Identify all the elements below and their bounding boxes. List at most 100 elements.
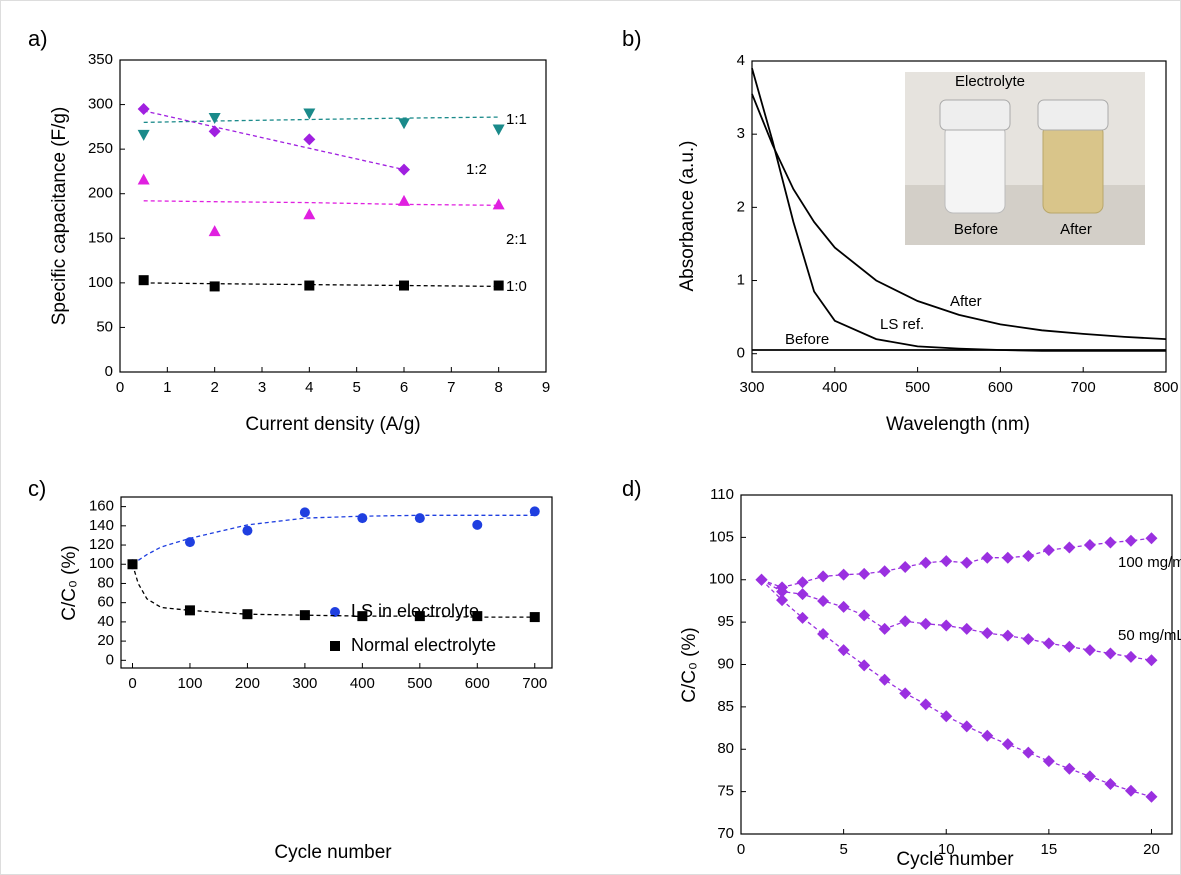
inset-label: Before bbox=[954, 221, 998, 238]
marker bbox=[1083, 644, 1096, 657]
x-tick-label: 5 bbox=[352, 379, 360, 396]
marker bbox=[242, 609, 253, 620]
series-label: 1:1 bbox=[506, 111, 527, 128]
marker bbox=[299, 610, 310, 621]
marker bbox=[184, 537, 195, 548]
y-tick-label: 160 bbox=[89, 498, 114, 515]
marker bbox=[776, 585, 789, 598]
x-tick-label: 400 bbox=[350, 675, 375, 692]
marker bbox=[1083, 539, 1096, 552]
marker bbox=[858, 567, 871, 580]
marker bbox=[303, 133, 316, 146]
marker bbox=[919, 698, 932, 711]
marker bbox=[1042, 755, 1055, 768]
y-axis-label: C/C₀ (%) bbox=[59, 545, 80, 620]
marker bbox=[817, 594, 830, 607]
y-tick-label: 100 bbox=[89, 555, 114, 572]
marker bbox=[357, 513, 368, 524]
marker bbox=[399, 280, 409, 291]
marker bbox=[837, 600, 850, 613]
marker bbox=[878, 673, 891, 686]
plot-frame bbox=[119, 59, 547, 373]
vial-before bbox=[944, 124, 1006, 214]
series-label: Before bbox=[785, 331, 829, 348]
y-tick-label: 3 bbox=[737, 125, 745, 142]
marker bbox=[940, 710, 953, 723]
marker bbox=[529, 612, 540, 623]
marker bbox=[817, 570, 830, 583]
marker bbox=[796, 588, 809, 601]
panel-label: a) bbox=[28, 26, 48, 51]
marker bbox=[304, 280, 315, 291]
marker bbox=[398, 194, 410, 206]
marker bbox=[899, 687, 912, 700]
legend-marker bbox=[330, 641, 340, 651]
marker bbox=[493, 280, 504, 291]
marker bbox=[357, 611, 368, 622]
plot-frame bbox=[120, 496, 553, 669]
marker bbox=[1145, 654, 1158, 667]
x-tick-label: 3 bbox=[258, 379, 266, 396]
y-tick-label: 80 bbox=[97, 574, 114, 591]
marker bbox=[755, 573, 768, 586]
series-label: 100 mg/mL bbox=[1118, 554, 1181, 571]
marker bbox=[472, 519, 483, 530]
x-axis-label: Cycle number bbox=[896, 849, 1014, 870]
series-label: After bbox=[950, 293, 982, 310]
marker bbox=[137, 129, 150, 141]
vial-cap bbox=[939, 99, 1011, 131]
marker bbox=[960, 720, 973, 733]
x-tick-label: 1 bbox=[163, 379, 171, 396]
x-tick-label: 800 bbox=[1153, 379, 1178, 396]
marker bbox=[492, 124, 505, 136]
x-tick-label: 0 bbox=[116, 379, 124, 396]
panel-label: d) bbox=[622, 476, 642, 501]
x-tick-label: 500 bbox=[407, 675, 432, 692]
panel-label: c) bbox=[28, 476, 46, 501]
x-tick-label: 300 bbox=[739, 379, 764, 396]
marker bbox=[1104, 536, 1117, 549]
marker bbox=[878, 565, 891, 578]
x-tick-label: 10 bbox=[938, 841, 955, 858]
y-tick-label: 2 bbox=[737, 198, 745, 215]
marker bbox=[1145, 532, 1158, 545]
marker bbox=[138, 275, 149, 286]
marker bbox=[184, 605, 195, 616]
x-tick-label: 600 bbox=[988, 379, 1013, 396]
marker bbox=[899, 615, 912, 628]
marker bbox=[1124, 650, 1137, 663]
marker bbox=[981, 551, 994, 564]
y-tick-label: 85 bbox=[717, 698, 734, 715]
y-tick-label: 60 bbox=[97, 594, 114, 611]
marker bbox=[398, 118, 410, 130]
x-tick-label: 0 bbox=[737, 841, 745, 858]
y-tick-label: 0 bbox=[737, 345, 745, 362]
marker bbox=[919, 556, 932, 569]
marker bbox=[1022, 633, 1035, 646]
marker bbox=[137, 173, 150, 185]
marker bbox=[208, 112, 221, 124]
marker bbox=[209, 281, 220, 292]
legend-marker bbox=[330, 607, 340, 617]
x-axis-label: Wavelength (nm) bbox=[886, 414, 1030, 435]
marker bbox=[899, 561, 912, 574]
x-tick-label: 5 bbox=[839, 841, 847, 858]
x-tick-label: 8 bbox=[494, 379, 502, 396]
marker bbox=[1022, 746, 1035, 759]
marker bbox=[398, 163, 410, 176]
legend-label: Normal electrolyte bbox=[351, 635, 496, 655]
y-tick-label: 0 bbox=[106, 651, 114, 668]
marker bbox=[1063, 762, 1076, 775]
fit-line bbox=[143, 110, 405, 171]
marker bbox=[1063, 541, 1076, 554]
marker bbox=[1145, 790, 1158, 803]
vial-cap bbox=[1037, 99, 1109, 131]
marker bbox=[981, 729, 994, 742]
x-tick-label: 500 bbox=[905, 379, 930, 396]
y-tick-label: 90 bbox=[717, 655, 734, 672]
marker bbox=[960, 556, 973, 569]
x-tick-label: 9 bbox=[542, 379, 550, 396]
marker bbox=[776, 594, 789, 607]
